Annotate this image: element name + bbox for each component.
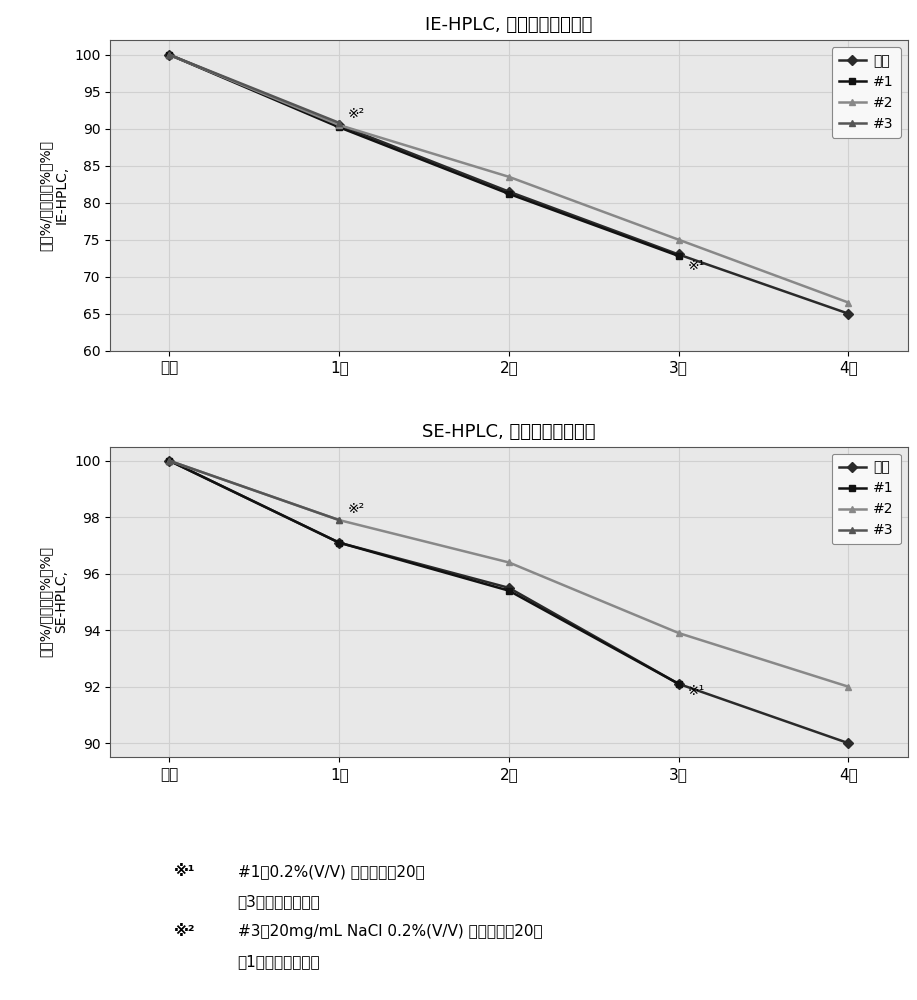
#1 xyxy=(334,537,345,549)
对照 xyxy=(843,308,854,320)
对照 xyxy=(334,537,345,549)
#1 xyxy=(503,585,514,597)
#2 xyxy=(673,627,684,639)
#2 xyxy=(164,49,175,61)
#2 xyxy=(164,455,175,467)
#2 xyxy=(503,171,514,183)
Text: ※²: ※² xyxy=(348,502,365,516)
Line: 对照: 对照 xyxy=(166,51,852,317)
Line: #3: #3 xyxy=(166,457,343,524)
Line: #2: #2 xyxy=(166,51,852,306)
#1 xyxy=(503,188,514,200)
Text: ：1周后蛋白质沉淀: ：1周后蛋白质沉淀 xyxy=(238,954,320,969)
Title: SE-HPLC, 长效胰岛素缀合物: SE-HPLC, 长效胰岛素缀合物 xyxy=(422,423,596,441)
Text: ※²: ※² xyxy=(348,107,365,121)
Legend: 对照, #1, #2, #3: 对照, #1, #2, #3 xyxy=(832,454,900,544)
Text: ※²: ※² xyxy=(174,924,195,939)
对照 xyxy=(503,186,514,198)
#2 xyxy=(843,681,854,693)
Text: #1（0.2%(V/V) 聚山梨醇酨20）: #1（0.2%(V/V) 聚山梨醇酨20） xyxy=(238,864,425,879)
#3 xyxy=(334,514,345,526)
对照 xyxy=(673,248,684,260)
Line: #3: #3 xyxy=(166,51,343,126)
Line: #2: #2 xyxy=(166,457,852,690)
对照 xyxy=(334,119,345,131)
#1 xyxy=(334,121,345,133)
Text: #3（20mg/mL NaCl 0.2%(V/V) 聚山梨醇酨20）: #3（20mg/mL NaCl 0.2%(V/V) 聚山梨醇酨20） xyxy=(238,924,542,939)
#2 xyxy=(503,556,514,568)
Text: ：3周后蛋白质沉淀: ：3周后蛋白质沉淀 xyxy=(238,894,320,909)
Y-axis label: 面积%/起始面积%（%）
IE-HPLC,: 面积%/起始面积%（%） IE-HPLC, xyxy=(39,140,69,251)
Title: IE-HPLC, 长效胰岛素缀合物: IE-HPLC, 长效胰岛素缀合物 xyxy=(425,16,592,34)
#2 xyxy=(843,297,854,309)
对照 xyxy=(164,49,175,61)
#2 xyxy=(334,514,345,526)
#3 xyxy=(334,117,345,129)
Line: #1: #1 xyxy=(166,51,682,259)
对照 xyxy=(673,678,684,690)
Text: ※¹: ※¹ xyxy=(687,684,704,698)
#1 xyxy=(164,49,175,61)
#3 xyxy=(164,455,175,467)
#1 xyxy=(673,250,684,262)
#3 xyxy=(164,49,175,61)
Line: 对照: 对照 xyxy=(166,457,852,747)
对照 xyxy=(503,582,514,594)
对照 xyxy=(843,737,854,749)
#1 xyxy=(164,455,175,467)
Text: ※¹: ※¹ xyxy=(687,259,704,273)
#1 xyxy=(673,678,684,690)
Legend: 对照, #1, #2, #3: 对照, #1, #2, #3 xyxy=(832,47,900,138)
Text: ※¹: ※¹ xyxy=(174,864,195,879)
对照 xyxy=(164,455,175,467)
#2 xyxy=(673,234,684,246)
Y-axis label: 面积%/起始面积%（%）
SE-HPLC,: 面积%/起始面积%（%） SE-HPLC, xyxy=(39,546,69,657)
Line: #1: #1 xyxy=(166,457,682,687)
#2 xyxy=(334,119,345,131)
